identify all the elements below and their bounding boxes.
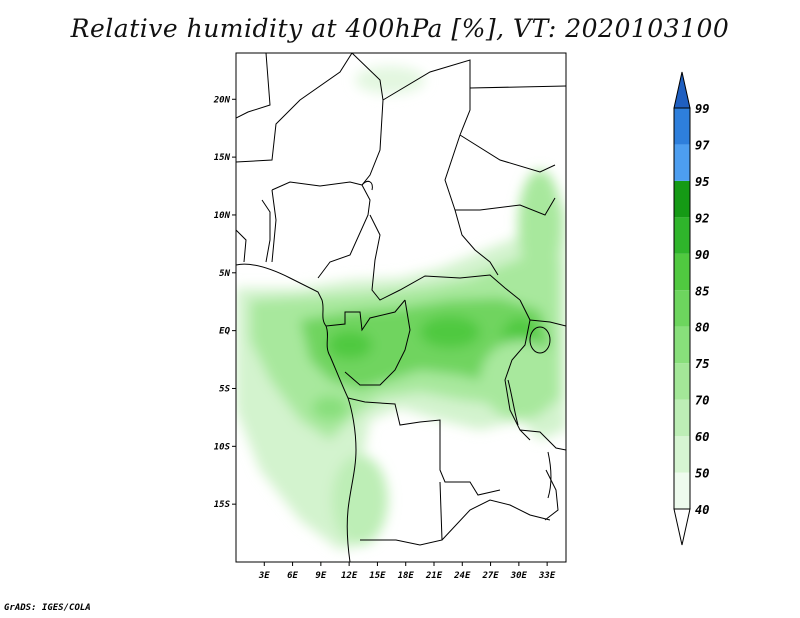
border bbox=[271, 181, 363, 191]
lon-tick-label: 3E bbox=[258, 571, 270, 581]
colorbar-segment bbox=[674, 144, 690, 181]
lon-tick-label: 12E bbox=[341, 571, 358, 581]
colorbar-segment bbox=[674, 108, 690, 145]
lat-tick-label: 5S bbox=[219, 384, 230, 394]
border bbox=[261, 199, 271, 263]
lon-tick-label: 27E bbox=[481, 571, 499, 581]
lat-tick-label: 5N bbox=[219, 269, 230, 279]
colorbar-segment bbox=[674, 217, 690, 254]
lon-tick-label: 9E bbox=[315, 571, 326, 581]
colorbar-segment bbox=[674, 253, 690, 291]
lat-tick-label: 20N bbox=[213, 95, 231, 105]
colorbar-segment bbox=[674, 363, 690, 400]
lake-chad bbox=[361, 180, 373, 191]
border bbox=[236, 53, 271, 119]
lon-tick-label: 18E bbox=[398, 571, 415, 581]
colorbar-segment bbox=[674, 326, 690, 364]
colorbar-label: 85 bbox=[695, 284, 709, 298]
colorbar-label: 90 bbox=[695, 248, 709, 262]
border bbox=[236, 53, 353, 163]
border bbox=[236, 160, 247, 263]
lon-tick-label: 15E bbox=[369, 571, 386, 581]
lon-tick-label: 24E bbox=[453, 571, 471, 581]
border bbox=[441, 499, 551, 541]
humidity-patch bbox=[518, 170, 562, 280]
humidity-core bbox=[312, 396, 348, 420]
border bbox=[469, 85, 566, 89]
humidity-patch bbox=[332, 455, 388, 545]
colorbar: 40 50 60 70 75 80 85 90 92 95 97 99 bbox=[673, 71, 710, 546]
colorbar-label: 92 bbox=[695, 211, 709, 225]
colorbar-segment bbox=[674, 399, 690, 437]
lon-tick-label: 30E bbox=[510, 571, 528, 581]
colorbar-above-arrow bbox=[673, 71, 691, 109]
humidity-core bbox=[420, 316, 480, 348]
lon-tick-label: 21E bbox=[425, 571, 443, 581]
lake-victoria bbox=[529, 326, 551, 354]
colorbar-label: 50 bbox=[695, 467, 709, 481]
border bbox=[459, 134, 556, 173]
humidity-patch bbox=[355, 66, 425, 94]
colorbar-below-arrow bbox=[673, 508, 691, 546]
colorbar-label: 99 bbox=[695, 102, 709, 116]
colorbar-segment bbox=[674, 180, 690, 218]
colorbar-label: 60 bbox=[695, 430, 709, 444]
colorbar-label: 70 bbox=[695, 394, 709, 408]
border bbox=[382, 59, 499, 276]
humidity-core bbox=[328, 331, 372, 359]
border bbox=[519, 429, 566, 451]
lakes bbox=[361, 180, 552, 499]
lat-tick-label: 10N bbox=[214, 211, 231, 221]
humidity-patch bbox=[480, 340, 560, 420]
lat-tick-label: EQ bbox=[219, 327, 230, 337]
coastline bbox=[236, 263, 357, 562]
grads-credit: GrADS: IGES/COLA bbox=[4, 603, 91, 613]
colorbar-label: 97 bbox=[695, 138, 710, 152]
map-frame bbox=[235, 52, 567, 563]
border bbox=[504, 299, 531, 441]
border bbox=[455, 197, 556, 216]
border bbox=[347, 397, 501, 496]
lon-tick-label: 6E bbox=[287, 571, 298, 581]
colorbar-label: 95 bbox=[695, 175, 709, 189]
colorbar-label: 40 bbox=[695, 503, 709, 517]
colorbar-frame bbox=[673, 107, 691, 510]
colorbar-segment bbox=[674, 290, 690, 327]
border bbox=[325, 299, 406, 332]
lake-tanganyika bbox=[507, 379, 519, 426]
lat-tick-label: 15S bbox=[214, 500, 231, 510]
border bbox=[271, 189, 277, 263]
latitude-axis: 20N 15N 10N 5N EQ 5S 10S 15S bbox=[213, 95, 236, 510]
longitude-axis: 3E 6E 9E 12E 15E 18E 21E 24E 27E 30E 33E bbox=[258, 562, 556, 581]
colorbar-segment bbox=[674, 436, 690, 473]
lat-tick-label: 10S bbox=[214, 442, 231, 452]
lake-malawi bbox=[547, 451, 552, 499]
map-area: 3E 6E 9E 12E 15E 18E 21E 24E 27E 30E 33E 20N 15N 10N… bbox=[213, 52, 567, 581]
border bbox=[344, 299, 411, 386]
lon-tick-label: 33E bbox=[538, 571, 556, 581]
border bbox=[369, 214, 521, 301]
colorbar-label: 80 bbox=[695, 321, 709, 335]
colorbar-segment bbox=[674, 472, 690, 509]
border bbox=[529, 319, 566, 327]
border bbox=[360, 481, 443, 546]
chart-title: Relative humidity at 400hPa [%], VT: 202… bbox=[70, 14, 730, 43]
colorbar-label: 75 bbox=[695, 357, 709, 371]
lat-tick-label: 15N bbox=[214, 153, 231, 163]
